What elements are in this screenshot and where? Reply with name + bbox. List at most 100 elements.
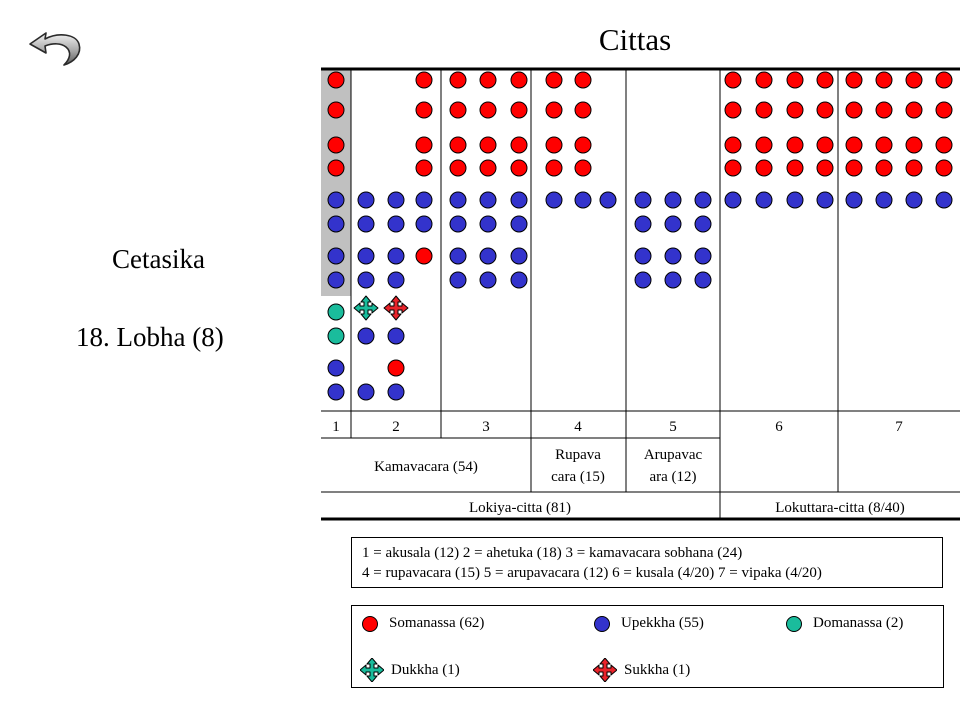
somanassa-dot bbox=[449, 159, 467, 177]
somanassa-dot bbox=[545, 136, 563, 154]
lokiya-citta-label: Lokiya-citta (81) bbox=[469, 500, 571, 516]
somanassa-dot bbox=[415, 101, 433, 119]
somanassa-dot bbox=[574, 71, 592, 89]
upekkha-dot bbox=[510, 271, 528, 289]
upekkha-dot bbox=[327, 191, 345, 209]
legend-label: Dukkha (1) bbox=[391, 661, 460, 678]
somanassa-dot bbox=[510, 136, 528, 154]
somanassa-dot bbox=[574, 136, 592, 154]
upekkha-dot bbox=[387, 215, 405, 233]
upekkha-dot bbox=[449, 271, 467, 289]
somanassa-dot bbox=[755, 159, 773, 177]
column-key-line: 1 = akusala (12) 2 = ahetuka (18) 3 = ka… bbox=[362, 545, 743, 561]
arupavacara-label-line1: Arupavac bbox=[644, 447, 703, 463]
green-dot-icon bbox=[786, 615, 802, 632]
upekkha-dot bbox=[935, 191, 953, 209]
upekkha-dot bbox=[510, 215, 528, 233]
column-key-box: 1 = akusala (12) 2 = ahetuka (18) 3 = ka… bbox=[351, 537, 943, 588]
somanassa-dot bbox=[415, 136, 433, 154]
upekkha-dot bbox=[415, 191, 433, 209]
somanassa-dot bbox=[545, 101, 563, 119]
lobha-subheading: 18. Lobha (8) bbox=[76, 322, 224, 352]
somanassa-dot bbox=[755, 101, 773, 119]
upekkha-dot bbox=[664, 191, 682, 209]
upekkha-dot bbox=[387, 383, 405, 401]
somanassa-dot bbox=[724, 136, 742, 154]
somanassa-dot bbox=[545, 159, 563, 177]
upekkha-dot bbox=[449, 191, 467, 209]
upekkha-dot bbox=[875, 191, 893, 209]
somanassa-dot bbox=[724, 159, 742, 177]
red-dot-icon bbox=[362, 615, 378, 632]
arupavacara-label-line2: ara (12) bbox=[649, 469, 696, 485]
somanassa-dot bbox=[816, 71, 834, 89]
upekkha-dot bbox=[816, 191, 834, 209]
somanassa-dot bbox=[755, 71, 773, 89]
somanassa-dot bbox=[786, 101, 804, 119]
somanassa-dot bbox=[816, 159, 834, 177]
lokuttara-citta-label: Lokuttara-citta (8/40) bbox=[775, 500, 905, 516]
upekkha-dot bbox=[449, 215, 467, 233]
somanassa-dot bbox=[510, 159, 528, 177]
somanassa-dot bbox=[724, 71, 742, 89]
somanassa-dot bbox=[905, 71, 923, 89]
column-number-4: 4 bbox=[574, 419, 582, 435]
legend-box: Somanassa (62) Upekkha (55) Domanassa (2… bbox=[351, 605, 944, 688]
upekkha-dot bbox=[694, 271, 712, 289]
upekkha-dot bbox=[479, 271, 497, 289]
legend-label: Somanassa (62) bbox=[389, 615, 485, 631]
somanassa-dot bbox=[545, 71, 563, 89]
domanassa-dot bbox=[327, 327, 345, 345]
somanassa-dot bbox=[935, 101, 953, 119]
somanassa-dot bbox=[845, 159, 863, 177]
upekkha-dot bbox=[327, 215, 345, 233]
somanassa-dot bbox=[449, 136, 467, 154]
upekkha-dot bbox=[694, 191, 712, 209]
legend-label: Sukkha (1) bbox=[624, 661, 691, 678]
upekkha-dot bbox=[634, 247, 652, 265]
somanassa-dot bbox=[845, 136, 863, 154]
somanassa-dot bbox=[479, 159, 497, 177]
somanassa-dot bbox=[327, 101, 345, 119]
upekkha-dot bbox=[449, 247, 467, 265]
upekkha-dot bbox=[327, 247, 345, 265]
upekkha-dot bbox=[387, 191, 405, 209]
upekkha-dot bbox=[664, 215, 682, 233]
blue-dot-icon bbox=[594, 615, 610, 632]
somanassa-dot bbox=[875, 71, 893, 89]
somanassa-dot bbox=[905, 159, 923, 177]
back-button[interactable] bbox=[26, 24, 84, 68]
legend-dukkha: Dukkha (1) bbox=[360, 658, 460, 682]
somanassa-dot bbox=[387, 359, 405, 377]
upekkha-dot bbox=[479, 247, 497, 265]
upekkha-dot bbox=[357, 271, 375, 289]
somanassa-dot bbox=[574, 101, 592, 119]
legend-domanassa: Domanassa (2) bbox=[786, 615, 903, 632]
column-number-7: 7 bbox=[895, 419, 903, 435]
somanassa-dot bbox=[875, 159, 893, 177]
column-number-6: 6 bbox=[775, 419, 783, 435]
upekkha-dot bbox=[387, 271, 405, 289]
somanassa-dot bbox=[327, 159, 345, 177]
rupavacara-label-line1: Rupava bbox=[555, 447, 601, 463]
upekkha-dot bbox=[357, 247, 375, 265]
upekkha-dot bbox=[634, 191, 652, 209]
upekkha-dot bbox=[664, 271, 682, 289]
somanassa-dot bbox=[816, 101, 834, 119]
somanassa-dot bbox=[875, 136, 893, 154]
somanassa-dot bbox=[724, 101, 742, 119]
somanassa-dot bbox=[327, 136, 345, 154]
upekkha-dot bbox=[357, 383, 375, 401]
upekkha-dot bbox=[634, 215, 652, 233]
somanassa-dot bbox=[327, 71, 345, 89]
upekkha-dot bbox=[510, 191, 528, 209]
page-title: Cittas bbox=[598, 22, 672, 57]
upekkha-dot bbox=[479, 191, 497, 209]
upekkha-dot bbox=[905, 191, 923, 209]
upekkha-dot bbox=[694, 247, 712, 265]
somanassa-dot bbox=[905, 136, 923, 154]
somanassa-dot bbox=[935, 136, 953, 154]
upekkha-dot bbox=[479, 215, 497, 233]
back-arrow-icon bbox=[29, 32, 81, 66]
